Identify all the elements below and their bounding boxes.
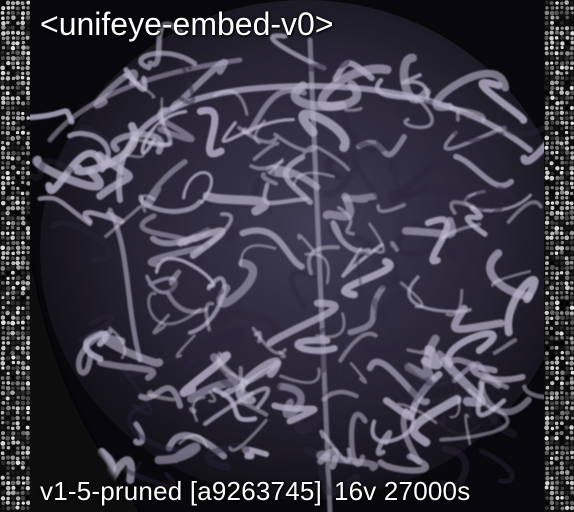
noise-strip-left: [0, 0, 30, 512]
generation-settings-label: 16v 27000s: [333, 476, 471, 506]
strand-web-image: [30, 0, 544, 512]
embedding-name-caption: <unifeye-embed-v0>: [40, 6, 334, 42]
model-info-caption: v1-5-pruned [a9263745] 16v 27000s: [40, 476, 470, 507]
noise-strip-right: [544, 0, 574, 512]
model-checkpoint-label: v1-5-pruned [a9263745]: [40, 476, 322, 506]
